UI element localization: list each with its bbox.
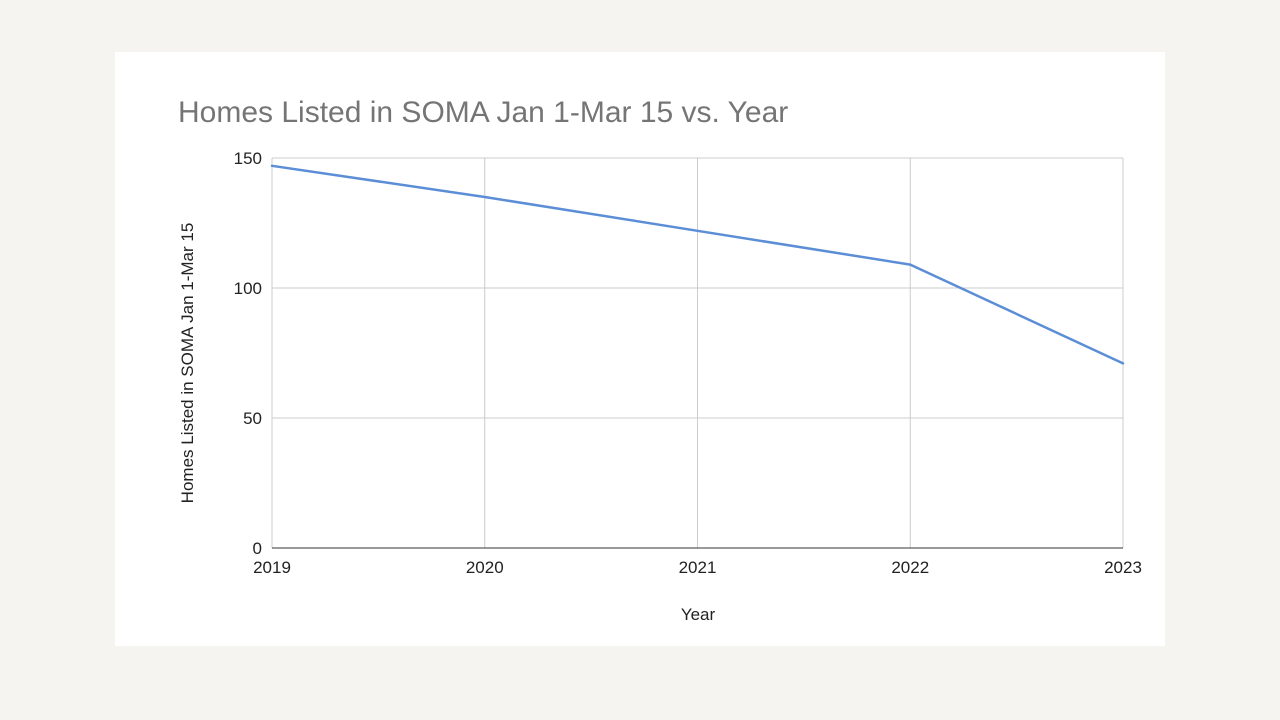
series-line: [270, 164, 1125, 365]
chart-title: Homes Listed in SOMA Jan 1-Mar 15 vs. Ye…: [178, 96, 788, 129]
x-axis-title: Year: [681, 605, 716, 624]
y-tick-label: 100: [234, 279, 262, 298]
y-tick-label: 50: [243, 409, 262, 428]
x-tick-label: 2023: [1104, 558, 1142, 577]
x-tick-label: 2022: [891, 558, 929, 577]
y-tick-label: 0: [253, 539, 262, 558]
tick-labels: 0 50 100 150 2019 2020 2021 2022 2023: [234, 149, 1142, 577]
x-tick-label: 2021: [679, 558, 717, 577]
grid-layer: [271, 157, 1124, 548]
y-tick-label: 150: [234, 149, 262, 168]
chart-card: [115, 52, 1165, 646]
series-layer: [270, 164, 1125, 365]
y-axis-title: Homes Listed in SOMA Jan 1-Mar 15: [178, 223, 197, 504]
axis-layer: [271, 158, 1123, 549]
x-tick-label: 2019: [253, 558, 291, 577]
x-tick-label: 2020: [466, 558, 504, 577]
